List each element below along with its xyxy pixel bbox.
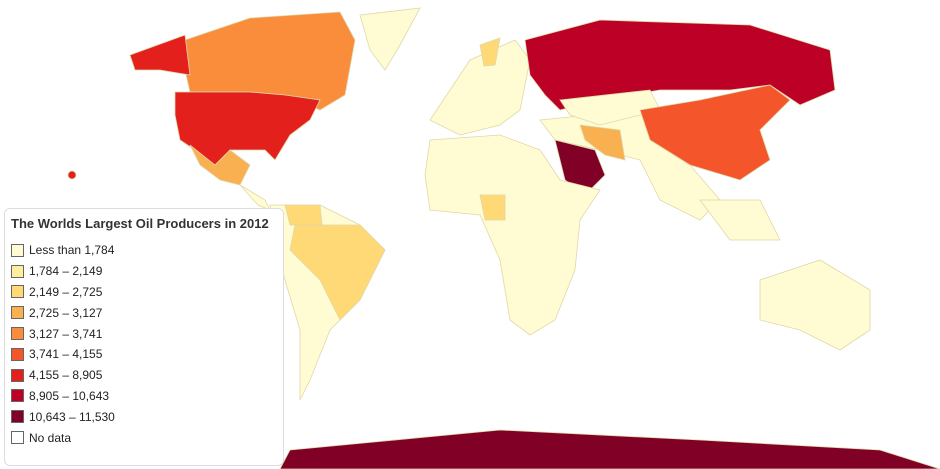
legend-item[interactable]: 10,643 – 11,530 bbox=[11, 406, 277, 427]
china bbox=[639, 84, 791, 181]
europe bbox=[429, 39, 531, 136]
legend-item[interactable]: 2,725 – 3,127 bbox=[11, 302, 277, 323]
kazakhstan bbox=[559, 89, 661, 126]
russia bbox=[524, 19, 836, 111]
legend-swatch bbox=[11, 243, 24, 257]
legend-label: 2,725 – 3,127 bbox=[29, 305, 103, 320]
legend-swatch bbox=[11, 410, 24, 424]
alaska bbox=[129, 34, 191, 76]
legend-label: 10,643 – 11,530 bbox=[29, 409, 115, 424]
brazil bbox=[289, 224, 386, 321]
mexico bbox=[189, 144, 251, 186]
legend-items: Less than 1,784 1,784 – 2,149 2,149 – 2,72… bbox=[11, 240, 277, 448]
legend-item[interactable]: 3,741 – 4,155 bbox=[11, 344, 277, 365]
legend-item[interactable]: 2,149 – 2,725 bbox=[11, 282, 277, 303]
southeast-asia bbox=[699, 199, 781, 241]
legend-item[interactable]: Less than 1,784 bbox=[11, 240, 277, 261]
legend-swatch bbox=[11, 389, 24, 403]
australia bbox=[759, 259, 871, 351]
legend-label: 2,149 – 2,725 bbox=[29, 284, 103, 299]
canada bbox=[184, 11, 356, 111]
greenland bbox=[359, 7, 421, 71]
nigeria bbox=[479, 194, 506, 221]
hawaii bbox=[67, 170, 77, 180]
legend-label: Less than 1,784 bbox=[29, 243, 115, 258]
iran bbox=[579, 124, 626, 161]
central-america bbox=[239, 184, 271, 211]
legend-item[interactable]: 1,784 – 2,149 bbox=[11, 261, 277, 282]
legend-swatch bbox=[11, 368, 24, 382]
legend-label: 1,784 – 2,149 bbox=[29, 264, 103, 279]
legend-label: 3,741 – 4,155 bbox=[29, 347, 103, 362]
legend-item[interactable]: No data bbox=[11, 427, 277, 448]
legend-swatch bbox=[11, 347, 24, 361]
legend-item[interactable]: 4,155 – 8,905 bbox=[11, 365, 277, 386]
countries bbox=[67, 7, 940, 469]
legend-label: 3,127 – 3,741 bbox=[29, 326, 103, 341]
legend-swatch bbox=[11, 327, 24, 341]
legend-swatch bbox=[11, 306, 24, 320]
legend-swatch bbox=[11, 431, 24, 445]
venezuela bbox=[284, 204, 323, 226]
legend-swatch bbox=[11, 285, 24, 299]
usa bbox=[174, 91, 321, 166]
legend-item[interactable]: 8,905 – 10,643 bbox=[11, 386, 277, 407]
africa bbox=[424, 134, 601, 336]
legend-label: No data bbox=[29, 430, 72, 445]
legend-swatch bbox=[11, 264, 24, 278]
legend: The Worlds Largest Oil Producers in 2012… bbox=[4, 208, 284, 466]
legend-label: 8,905 – 10,643 bbox=[29, 388, 110, 403]
legend-label: 4,155 – 8,905 bbox=[29, 368, 103, 383]
antarctica bbox=[279, 429, 940, 469]
legend-item[interactable]: 3,127 – 3,741 bbox=[11, 323, 277, 344]
norway bbox=[479, 37, 501, 67]
saudi-arabia bbox=[554, 139, 606, 196]
legend-title: The Worlds Largest Oil Producers in 2012 bbox=[11, 216, 269, 231]
